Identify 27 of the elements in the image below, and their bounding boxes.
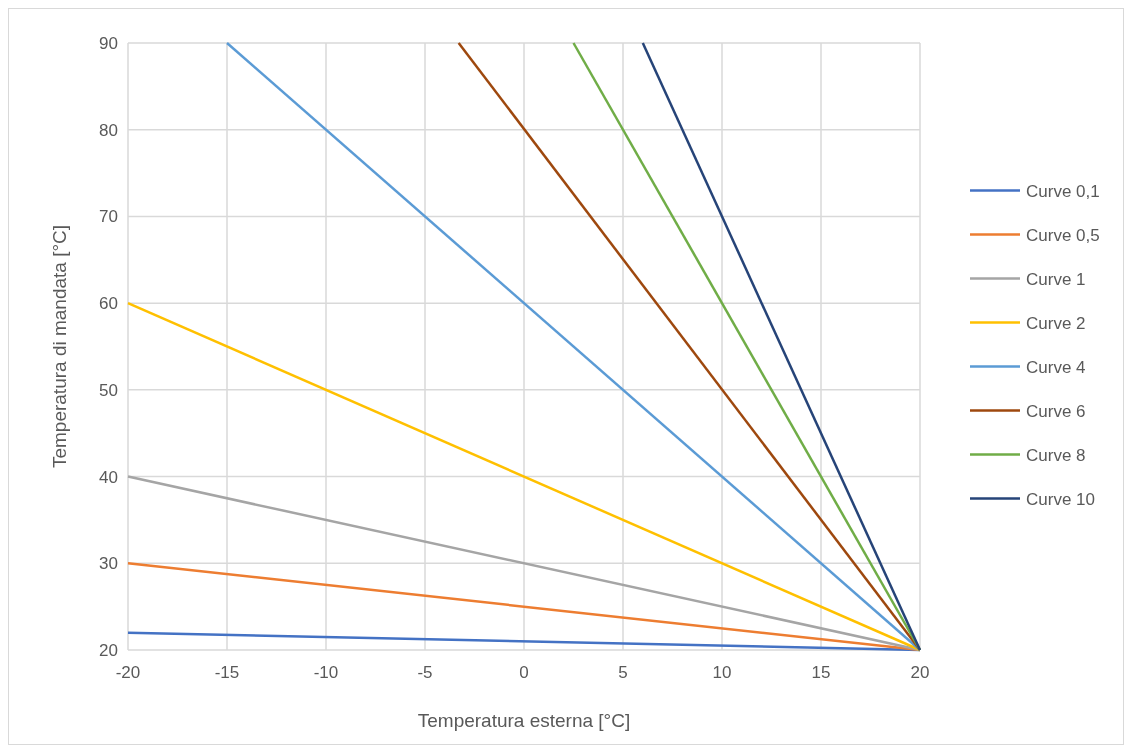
x-tick-label: 15	[811, 663, 831, 682]
y-tick-label: 60	[99, 294, 118, 314]
legend-label: Curve 0,5	[1026, 225, 1100, 245]
legend-label: Curve 1	[1026, 269, 1086, 289]
y-tick-label: 80	[99, 120, 118, 140]
legend-label: Curve 8	[1026, 445, 1086, 465]
x-tick-label: -10	[313, 663, 339, 682]
x-tick-label: 20	[910, 663, 930, 682]
y-tick-label: 40	[99, 467, 118, 487]
x-tick-label: -20	[115, 663, 141, 682]
x-axis-title: Temperatura esterna [°C]	[417, 710, 631, 731]
legend-label: Curve 10	[1026, 489, 1095, 509]
y-tick-label: 30	[99, 554, 118, 574]
x-tick-label: 0	[519, 663, 529, 682]
legend-label: Curve 0,1	[1026, 181, 1100, 201]
legend-label: Curve 4	[1026, 357, 1086, 377]
y-tick-label: 50	[99, 380, 118, 400]
legend-label: Curve 2	[1026, 313, 1086, 333]
y-tick-label: 90	[99, 34, 118, 53]
x-tick-label: 5	[618, 663, 628, 682]
x-tick-label: 10	[712, 663, 732, 682]
legend-label: Curve 6	[1026, 401, 1086, 421]
x-tick-label: -5	[417, 663, 433, 682]
x-tick-label: -15	[214, 663, 240, 682]
y-tick-label: 70	[99, 207, 118, 227]
y-tick-label: 20	[99, 641, 118, 660]
y-axis-title: Temperatura di mandata [°C]	[49, 224, 70, 469]
